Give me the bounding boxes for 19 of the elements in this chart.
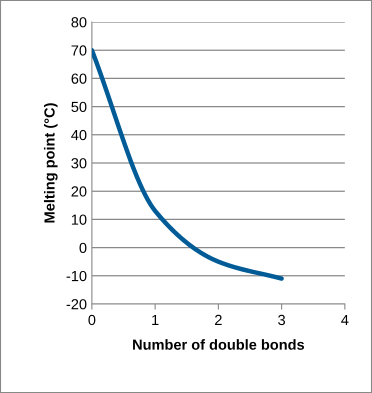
x-tick-label: 3 xyxy=(278,314,286,326)
line-series xyxy=(92,48,284,281)
y-tick-label: 50 xyxy=(71,102,86,112)
x-axis-title: Number of double bonds xyxy=(133,339,304,350)
y-tick-label: 70 xyxy=(72,45,86,56)
y-tick-label: 0 xyxy=(79,242,86,254)
y-tick-label: -10 xyxy=(66,270,86,282)
y-tick-label: 20 xyxy=(72,186,86,197)
y-tick-label: 40 xyxy=(71,130,86,140)
y-tick-label: 10 xyxy=(72,214,86,225)
y-axis-title: Melting point (°C) xyxy=(44,103,58,222)
y-tick-label: 80 xyxy=(71,17,86,28)
y-tick-label: 30 xyxy=(71,158,86,168)
x-tick-label: 4 xyxy=(341,314,348,325)
x-tick-label: 0 xyxy=(88,314,96,326)
x-tick-label: 2 xyxy=(215,314,222,325)
y-tick-label: -20 xyxy=(66,299,86,310)
y-tick-label: 60 xyxy=(72,74,86,84)
x-tick-label: 1 xyxy=(152,314,158,325)
